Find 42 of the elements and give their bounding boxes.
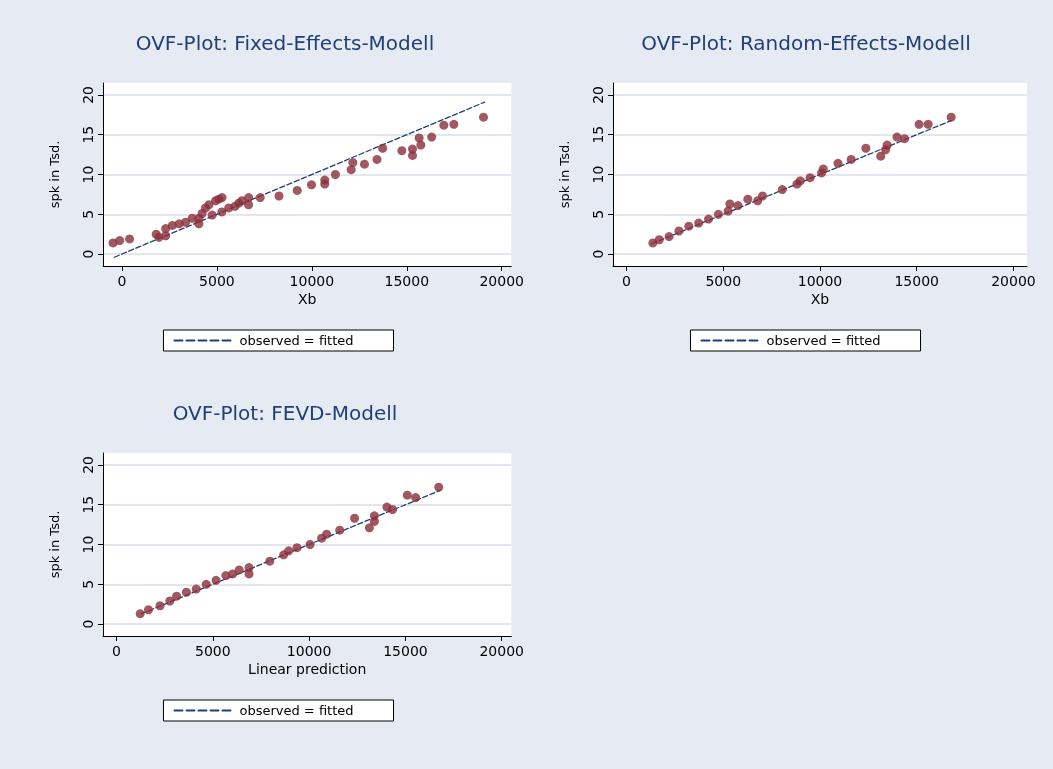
x-tick-label: 5000 bbox=[705, 273, 742, 289]
x-tick-label: 0 bbox=[112, 643, 121, 659]
x-tick-label: 5000 bbox=[194, 643, 231, 659]
y-axis-title: spk in Tsd. bbox=[47, 510, 62, 579]
legend-label: observed = fitted bbox=[239, 703, 354, 718]
x-axis-title: Xb bbox=[297, 291, 317, 307]
x-tick-label: 0 bbox=[117, 273, 127, 289]
x-tick-label: 10000 bbox=[289, 273, 335, 289]
chart-title: OVF-Plot: FEVD-Modell bbox=[172, 401, 398, 425]
y-tick-label: 20 bbox=[80, 456, 96, 474]
y-axis-title: spk in Tsd. bbox=[47, 140, 62, 209]
x-tick-label: 15000 bbox=[894, 273, 939, 289]
y-tick-label: 10 bbox=[80, 535, 96, 554]
x-tick-label: 10000 bbox=[286, 643, 332, 659]
y-tick-label: 5 bbox=[80, 209, 96, 219]
y-tick-label: 20 bbox=[80, 86, 96, 104]
y-tick-label: 5 bbox=[80, 579, 96, 589]
x-tick-label: 0 bbox=[622, 273, 631, 289]
y-tick-label: 15 bbox=[590, 125, 606, 144]
x-tick-label: 20000 bbox=[479, 643, 525, 659]
y-tick-label: 5 bbox=[590, 209, 606, 219]
x-axis-title: Xb bbox=[810, 291, 830, 307]
x-tick-label: 20000 bbox=[991, 273, 1036, 289]
legend-label: observed = fitted bbox=[766, 333, 881, 348]
y-tick-label: 0 bbox=[590, 249, 606, 259]
x-tick-label: 10000 bbox=[797, 273, 843, 289]
legend-label: observed = fitted bbox=[239, 333, 354, 348]
chart-title: OVF-Plot: Random-Effects-Modell bbox=[641, 31, 971, 55]
y-tick-label: 10 bbox=[590, 165, 606, 184]
y-axis-title: spk in Tsd. bbox=[557, 140, 572, 209]
y-tick-label: 0 bbox=[80, 619, 96, 629]
x-axis-title: Linear prediction bbox=[248, 661, 367, 677]
y-tick-label: 0 bbox=[80, 249, 96, 259]
chart-title: OVF-Plot: Fixed-Effects-Modell bbox=[135, 31, 435, 55]
y-tick-label: 20 bbox=[590, 86, 606, 104]
x-tick-label: 15000 bbox=[383, 643, 428, 659]
y-tick-label: 15 bbox=[80, 495, 96, 514]
y-tick-label: 15 bbox=[80, 125, 96, 144]
x-tick-label: 20000 bbox=[479, 273, 525, 289]
x-tick-label: 15000 bbox=[384, 273, 430, 289]
y-tick-label: 10 bbox=[80, 165, 96, 184]
x-tick-label: 5000 bbox=[199, 273, 235, 289]
